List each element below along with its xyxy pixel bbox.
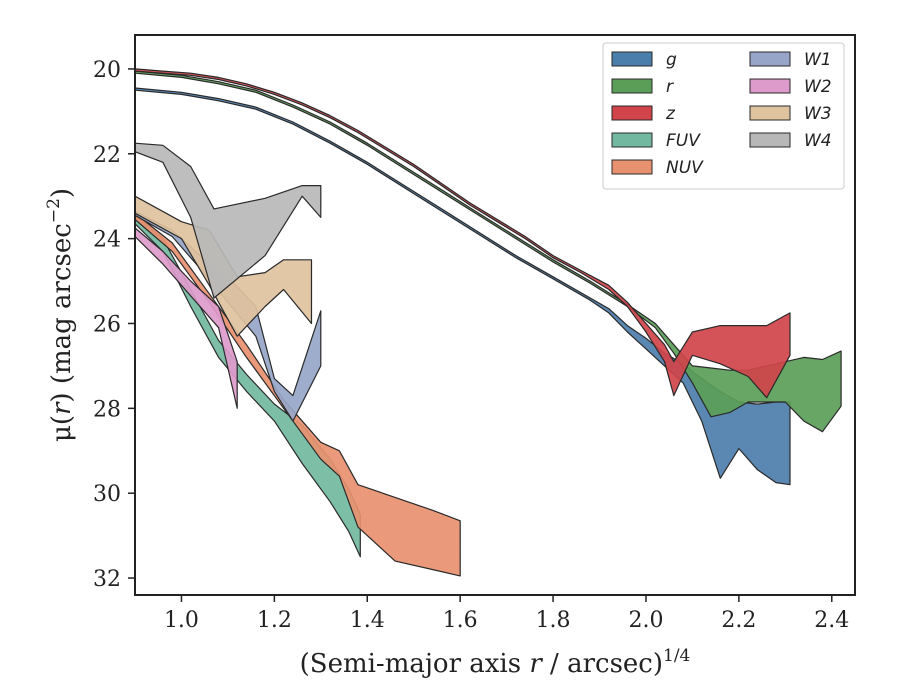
x-tick-label: 1.8 [536,608,571,633]
x-tick-label: 2.0 [628,608,663,633]
plot-frame [134,34,856,596]
legend-swatch-r [611,78,653,94]
y-tick-label: 20 [93,58,121,83]
legend: grz FUV NUV W1 W2 W3 W4 [602,42,845,190]
band-r [135,70,842,433]
x-tick-label: 2.2 [721,608,756,633]
x-tick-label: 1.0 [164,608,199,633]
y-axis-ticks: 20 22 24 26 28 30 32 [93,58,135,592]
band-z [135,68,791,399]
legend-swatch-nuv [611,159,653,175]
legend-swatch-w4 [749,132,791,148]
band-w2 [135,227,238,409]
legend-swatch-fuv [611,132,653,148]
legend-label-g: g [666,50,677,70]
legend-swatch-w3 [749,105,791,121]
y-tick-label: 32 [93,567,121,592]
band-layer [135,68,842,577]
x-tick-label: 2.4 [814,608,849,633]
legend-label-z: z [665,104,676,124]
y-tick-label: 30 [93,482,121,507]
legend-label-r: r [666,77,674,97]
legend-label-fuv: FUV [666,131,701,151]
legend-swatch-g [611,51,653,67]
legend-swatch-z [611,105,653,121]
y-axis-label: μ(r) (mag arcsec−2) [44,188,77,442]
legend-swatch-w1 [749,51,791,67]
y-tick-label: 26 [93,312,121,337]
legend-label-w4: W4 [804,131,832,151]
legend-swatch-w2 [749,78,791,94]
x-tick-label: 1.2 [257,608,292,633]
x-tick-label: 1.4 [350,608,385,633]
x-axis-ticks: 1.0 1.2 1.4 1.6 1.8 2.0 2.2 2.4 [164,595,849,633]
y-tick-label: 24 [93,228,121,253]
y-tick-label: 22 [93,143,121,168]
legend-label-w3: W3 [804,104,832,124]
y-tick-label: 28 [93,397,121,422]
band-w4 [135,142,322,299]
legend-label-w2: W2 [804,77,832,97]
band-g [135,87,791,486]
x-axis-label: (Semi-major axis r / arcsec)1/4 [300,646,691,679]
legend-label-w1: W1 [804,50,832,70]
legend-label-nuv: NUV [666,158,704,178]
x-tick-label: 1.6 [443,608,478,633]
